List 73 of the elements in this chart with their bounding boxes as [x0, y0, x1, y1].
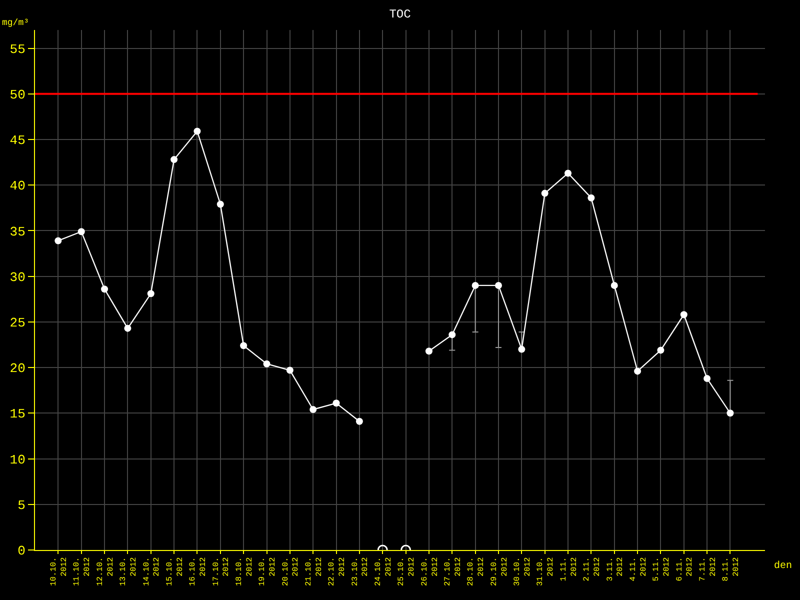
- x-tick-label: 24.10. 2012: [374, 557, 394, 586]
- x-tick-label: 11.10. 2012: [72, 557, 92, 586]
- point: [541, 190, 548, 197]
- y-tick-label: 25: [10, 315, 26, 330]
- x-tick-label: 18.10. 2012: [234, 557, 254, 586]
- x-tick-label: 26.10. 2012: [420, 557, 440, 586]
- point: [472, 282, 479, 289]
- point: [170, 156, 178, 164]
- point: [54, 237, 62, 244]
- x-tick-label: 5.11. 2012: [652, 557, 672, 582]
- point: [564, 170, 572, 177]
- x-tick-label: 2.11. 2012: [582, 557, 602, 582]
- y-tick-label: 0: [18, 544, 26, 559]
- x-tick-label: 22.10. 2012: [328, 557, 348, 586]
- x-tick-label: 28.10. 2012: [466, 557, 486, 586]
- point: [240, 342, 248, 350]
- point: [147, 290, 154, 298]
- y-tick-label: 40: [10, 178, 26, 194]
- point: [657, 346, 664, 354]
- x-tick-label: 12.10. 2012: [96, 557, 116, 586]
- point: [101, 286, 108, 293]
- x-tick-label: 14.10. 2012: [142, 557, 162, 586]
- point: [78, 228, 85, 236]
- x-tick-label: 13.10. 2012: [119, 557, 138, 586]
- y-tick-label: 5: [18, 498, 26, 513]
- point: [726, 410, 734, 417]
- x-tick-label: 16.10. 2012: [188, 557, 208, 586]
- x-tick-label: 30.10. 2012: [513, 557, 532, 586]
- point: [310, 406, 317, 414]
- x-tick-label: 27.10. 2012: [444, 557, 463, 586]
- x-tick-label: 17.10. 2012: [212, 557, 232, 586]
- point: [124, 324, 132, 332]
- point: [588, 194, 595, 202]
- y-tick-label: 35: [10, 224, 26, 240]
- point: [356, 418, 363, 425]
- x-tick-label: 20.10. 2012: [281, 557, 301, 586]
- x-tick-label: 25.10. 2012: [397, 557, 417, 586]
- chart-title: TOC: [389, 7, 411, 22]
- x-tick-label: 10.10. 2012: [50, 557, 69, 586]
- y-tick-label: 10: [10, 452, 26, 468]
- x-tick-label: 4.11. 2012: [628, 557, 648, 582]
- point: [286, 366, 294, 374]
- y-tick-label: 55: [10, 42, 26, 57]
- point: [494, 282, 502, 289]
- y-tick-label: 45: [10, 133, 26, 148]
- y-tick-label: 20: [10, 361, 26, 376]
- x-axis-title: den: [774, 560, 792, 572]
- x-tick-label: 31.10. 2012: [536, 557, 556, 586]
- x-tick-label: 1.11. 2012: [559, 557, 579, 582]
- x-tick-label: 7.11. 2012: [698, 557, 718, 582]
- x-tick-label: 3.11. 2012: [606, 557, 626, 582]
- point: [704, 374, 711, 382]
- point: [634, 368, 642, 375]
- y-tick-label: 50: [10, 87, 26, 102]
- x-tick-label: 19.10. 2012: [258, 557, 278, 586]
- point: [263, 360, 270, 368]
- y-tick-label: 30: [10, 270, 26, 285]
- point: [610, 282, 618, 289]
- x-tick-label: 15.10. 2012: [165, 557, 185, 586]
- x-tick-label: 23.10. 2012: [350, 557, 370, 586]
- point: [216, 200, 224, 208]
- point: [518, 346, 526, 353]
- point: [194, 128, 201, 135]
- y-axis-title: mg/m³: [2, 18, 30, 28]
- point: [448, 331, 456, 338]
- x-tick-label: 8.11. 2012: [722, 557, 742, 582]
- x-tick-label: 6.11. 2012: [675, 557, 695, 582]
- x-tick-label: 21.10. 2012: [304, 557, 324, 586]
- point: [680, 311, 688, 318]
- x-tick-label: 29.10. 2012: [490, 557, 510, 586]
- point: [332, 400, 340, 407]
- point: [425, 348, 432, 355]
- y-tick-label: 15: [10, 406, 26, 422]
